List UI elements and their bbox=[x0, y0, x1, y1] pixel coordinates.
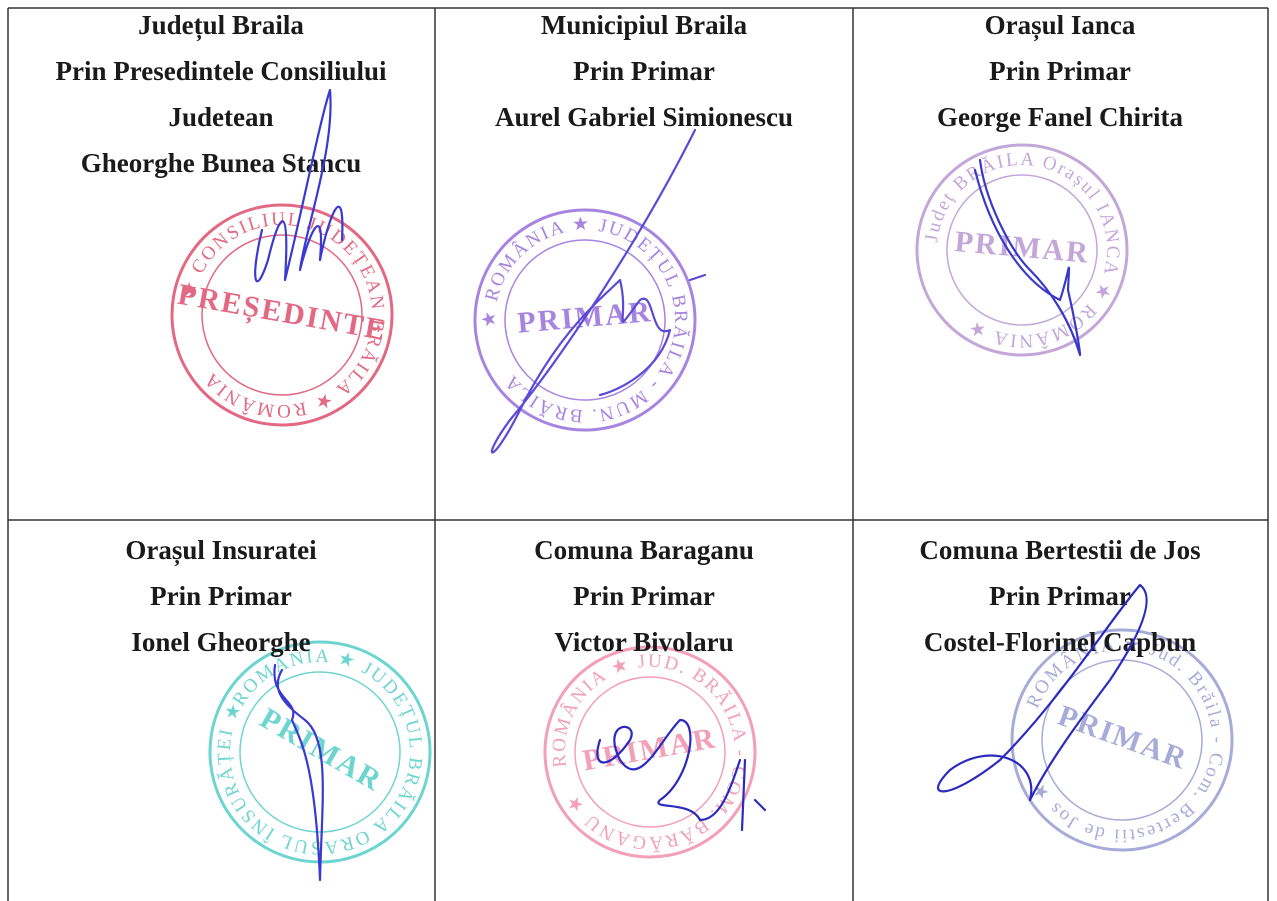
cell-text: Prin Presedintele Consiliului bbox=[55, 56, 387, 86]
stamp: ★ ROMÂNIA ★ JUDEȚUL BRĂILA - MUN. BRĂILA… bbox=[466, 201, 704, 439]
stamp-center-text: PRIMAR bbox=[953, 225, 1091, 270]
cell-text: Victor Bivolaru bbox=[554, 627, 733, 657]
signatures bbox=[255, 90, 1146, 880]
cell-text: Judetean bbox=[168, 102, 273, 132]
cell-text: Prin Primar bbox=[989, 56, 1131, 86]
stamp: ★ CONSILIUL JUDEȚEAN BRĂILA ★ ROMÂNIAPRE… bbox=[155, 188, 410, 443]
cell-text: Prin Primar bbox=[573, 581, 715, 611]
cell-text: Comuna Bertestii de Jos bbox=[919, 535, 1200, 565]
cell-text: Orașul Insuratei bbox=[125, 535, 317, 566]
cell-text: Aurel Gabriel Simionescu bbox=[495, 102, 793, 132]
cell-text: Municipiul Braila bbox=[541, 10, 748, 40]
cell-text: Prin Primar bbox=[150, 581, 292, 611]
cell-text: Prin Primar bbox=[573, 56, 715, 86]
cell-text: Comuna Baraganu bbox=[534, 535, 754, 565]
cell-text: Gheorghe Bunea Stancu bbox=[81, 148, 362, 178]
cell-text: George Fanel Chirita bbox=[937, 102, 1183, 132]
stamp: Județ BRĂILA Orașul IANCA ★ ROMÂNIA ★PRI… bbox=[908, 136, 1136, 364]
cell-text: Costel-Florinel Capbun bbox=[924, 627, 1196, 657]
stamp-center-text: PRIMAR bbox=[254, 702, 388, 798]
cell-text: Ionel Gheorghe bbox=[131, 627, 310, 657]
stamp-center-text: PRIMAR bbox=[1054, 699, 1192, 776]
document: ★ CONSILIUL JUDEȚEAN BRĂILA ★ ROMÂNIAPRE… bbox=[0, 0, 1277, 901]
cell-text: Prin Primar bbox=[989, 581, 1131, 611]
cell-text: Județul Braila bbox=[138, 10, 304, 41]
cell-text: Orașul Ianca bbox=[985, 10, 1136, 41]
stamp: ROMÂNIA ★ JUD. BRĂILA - COM. BĂRĂGANU ★P… bbox=[528, 630, 771, 873]
page: {"table": {"cells": [ {"lines": ["Județu… bbox=[0, 0, 1277, 901]
stamp-center-text: PRIMAR bbox=[580, 721, 719, 777]
